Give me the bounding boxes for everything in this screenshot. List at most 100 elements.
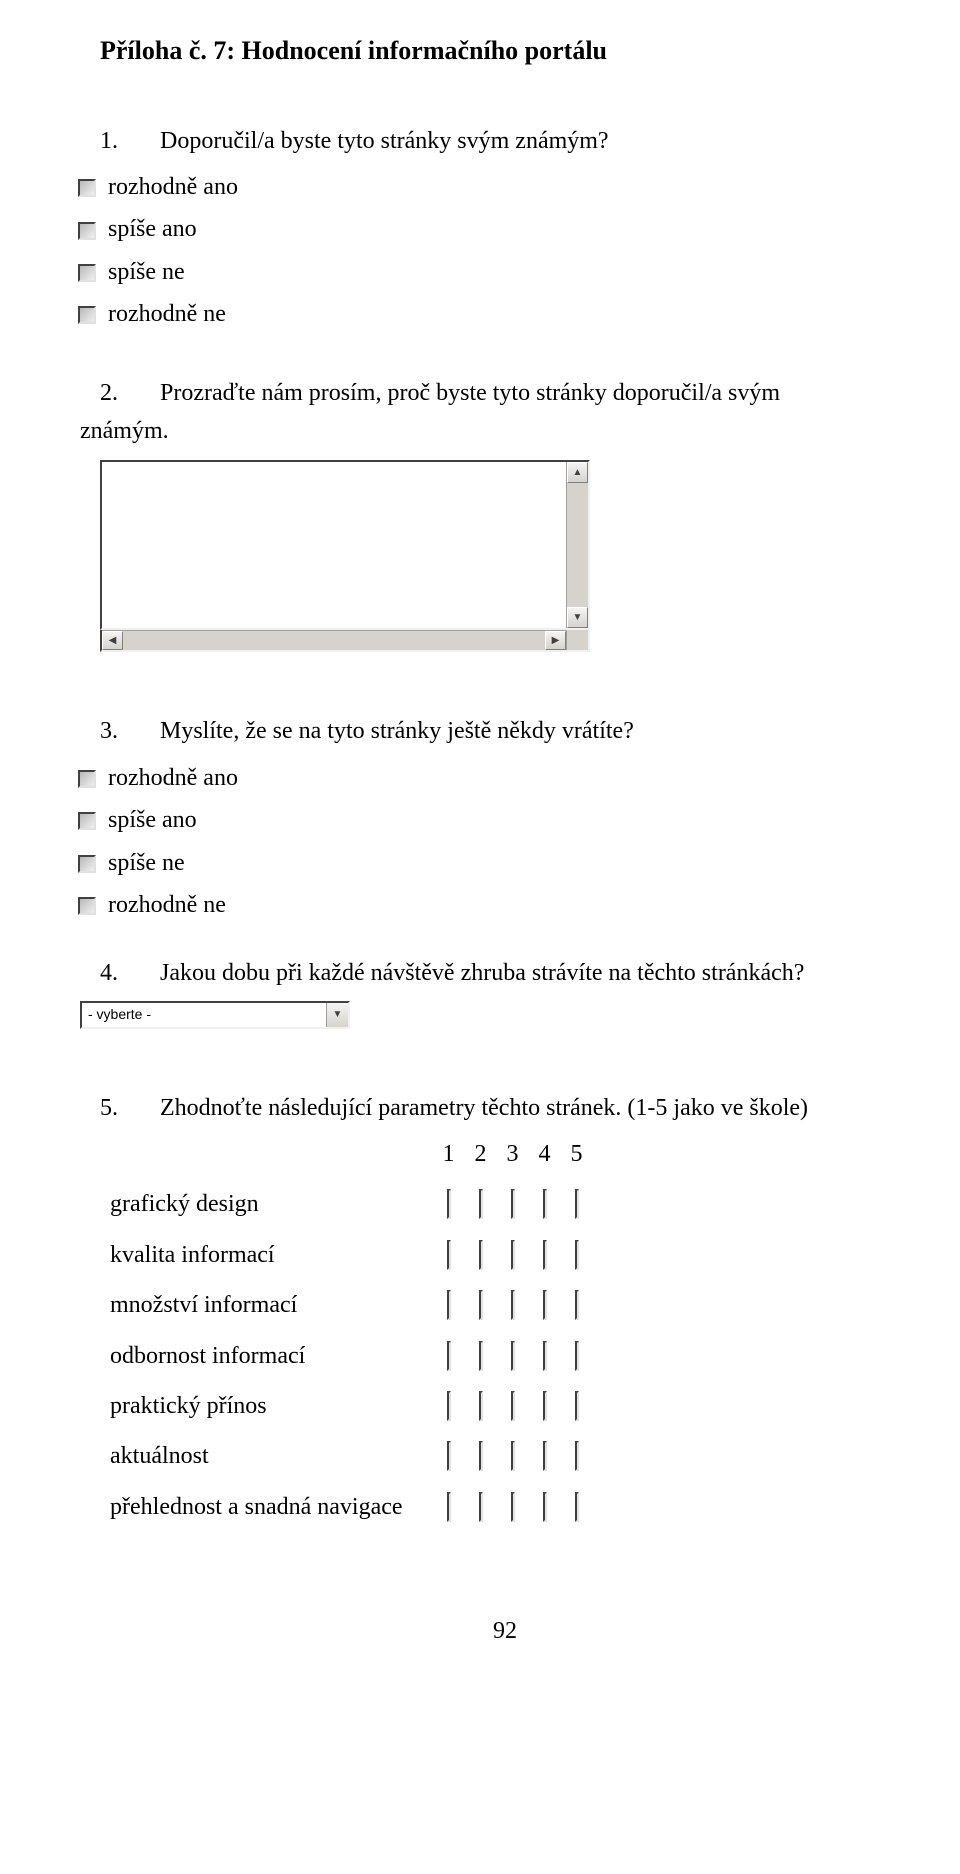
radio-icon[interactable] [575, 1441, 579, 1471]
page-number: 92 [100, 1612, 910, 1650]
rating-row-label: grafický design [100, 1179, 433, 1229]
q1-option[interactable]: spíše ne [78, 253, 910, 291]
scroll-down-icon[interactable]: ▼ [567, 607, 588, 628]
radio-icon[interactable] [575, 1391, 579, 1421]
radio-icon[interactable] [479, 1341, 483, 1371]
q3-option[interactable]: spíše ne [78, 844, 910, 882]
question-3: 3. Myslíte, že se na tyto stránky ještě … [100, 712, 910, 924]
scroll-left-icon[interactable]: ◀ [102, 631, 123, 650]
radio-icon[interactable] [78, 306, 96, 324]
horizontal-scrollbar[interactable]: ◀ ▶ [100, 630, 590, 652]
q1-option-label: spíše ne [108, 253, 185, 291]
rating-row: grafický design [100, 1179, 593, 1229]
q4-number: 4. [100, 954, 160, 992]
q1-option[interactable]: spíše ano [78, 210, 910, 248]
radio-icon[interactable] [543, 1290, 547, 1320]
radio-icon[interactable] [479, 1189, 483, 1219]
radio-icon[interactable] [511, 1240, 515, 1270]
q1-option-label: rozhodně ano [108, 168, 238, 206]
rating-row-label: přehlednost a snadná navigace [100, 1482, 433, 1532]
radio-icon[interactable] [511, 1441, 515, 1471]
radio-icon[interactable] [78, 264, 96, 282]
rating-row: množství informací [100, 1280, 593, 1330]
q2-text-line2: známým. [80, 412, 910, 450]
q1-number: 1. [100, 122, 160, 160]
scroll-up-icon[interactable]: ▲ [567, 462, 588, 483]
radio-icon[interactable] [511, 1492, 515, 1522]
radio-icon[interactable] [479, 1391, 483, 1421]
radio-icon[interactable] [447, 1240, 451, 1270]
radio-icon[interactable] [511, 1341, 515, 1371]
radio-icon[interactable] [78, 179, 96, 197]
q3-option[interactable]: rozhodně ano [78, 759, 910, 797]
q5-text: Zhodnoťte následující parametry těchto s… [160, 1089, 910, 1127]
radio-icon[interactable] [543, 1189, 547, 1219]
radio-icon[interactable] [511, 1391, 515, 1421]
q3-option[interactable]: spíše ano [78, 801, 910, 839]
q2-number: 2. [100, 374, 160, 412]
rating-col-header: 1 [433, 1135, 465, 1179]
radio-icon[interactable] [479, 1492, 483, 1522]
vertical-scrollbar[interactable]: ▲ ▼ [566, 462, 588, 628]
question-1: 1. Doporučil/a byste tyto stránky svým z… [100, 122, 910, 334]
q3-option-label: rozhodně ano [108, 759, 238, 797]
rating-table: 12345grafický designkvalita informacímno… [100, 1135, 593, 1532]
radio-icon[interactable] [575, 1492, 579, 1522]
q1-option[interactable]: rozhodně ne [78, 295, 910, 333]
q3-option-label: spíše ne [108, 844, 185, 882]
rating-row: aktuálnost [100, 1431, 593, 1481]
rating-row-label: kvalita informací [100, 1230, 433, 1280]
rating-row: odbornost informací [100, 1331, 593, 1381]
radio-icon[interactable] [447, 1492, 451, 1522]
radio-icon[interactable] [447, 1391, 451, 1421]
rating-row-label: aktuálnost [100, 1431, 433, 1481]
q3-option-label: rozhodně ne [108, 886, 226, 924]
rating-row: kvalita informací [100, 1230, 593, 1280]
radio-icon[interactable] [447, 1290, 451, 1320]
rating-col-header: 5 [561, 1135, 593, 1179]
rating-col-header: 4 [529, 1135, 561, 1179]
q5-number: 5. [100, 1089, 160, 1127]
radio-icon[interactable] [543, 1391, 547, 1421]
scroll-right-icon[interactable]: ▶ [545, 631, 566, 650]
chevron-down-icon[interactable]: ▼ [326, 1003, 348, 1027]
radio-icon[interactable] [575, 1341, 579, 1371]
radio-icon[interactable] [78, 222, 96, 240]
q3-text: Myslíte, že se na tyto stránky ještě něk… [160, 712, 910, 750]
radio-icon[interactable] [543, 1492, 547, 1522]
radio-icon[interactable] [543, 1240, 547, 1270]
radio-icon[interactable] [78, 812, 96, 830]
q1-option-label: rozhodně ne [108, 295, 226, 333]
rating-row: přehlednost a snadná navigace [100, 1482, 593, 1532]
q2-text-line1: Prozraďte nám prosím, proč byste tyto st… [160, 374, 910, 412]
rating-row-label: množství informací [100, 1280, 433, 1330]
q3-option-label: spíše ano [108, 801, 197, 839]
radio-icon[interactable] [447, 1341, 451, 1371]
radio-icon[interactable] [479, 1290, 483, 1320]
radio-icon[interactable] [78, 897, 96, 915]
radio-icon[interactable] [543, 1341, 547, 1371]
radio-icon[interactable] [447, 1189, 451, 1219]
radio-icon[interactable] [511, 1189, 515, 1219]
radio-icon[interactable] [447, 1441, 451, 1471]
textarea-body[interactable] [102, 462, 566, 628]
q4-text: Jakou dobu při každé návštěvě zhruba str… [160, 954, 910, 992]
radio-icon[interactable] [543, 1441, 547, 1471]
rating-row: praktický přínos [100, 1381, 593, 1431]
radio-icon[interactable] [78, 855, 96, 873]
radio-icon[interactable] [479, 1441, 483, 1471]
radio-icon[interactable] [78, 770, 96, 788]
q1-text: Doporučil/a byste tyto stránky svým znám… [160, 122, 910, 160]
question-5: 5. Zhodnoťte následující parametry těcht… [100, 1089, 910, 1533]
q4-select[interactable]: - vyberte - ▼ [80, 1001, 350, 1029]
radio-icon[interactable] [575, 1290, 579, 1320]
q3-option[interactable]: rozhodně ne [78, 886, 910, 924]
radio-icon[interactable] [479, 1240, 483, 1270]
radio-icon[interactable] [575, 1240, 579, 1270]
radio-icon[interactable] [575, 1189, 579, 1219]
q2-textarea[interactable]: ▲ ▼ [100, 460, 590, 630]
rating-row-label: praktický přínos [100, 1381, 433, 1431]
question-4: 4. Jakou dobu při každé návštěvě zhruba … [100, 954, 910, 1028]
radio-icon[interactable] [511, 1290, 515, 1320]
q1-option[interactable]: rozhodně ano [78, 168, 910, 206]
